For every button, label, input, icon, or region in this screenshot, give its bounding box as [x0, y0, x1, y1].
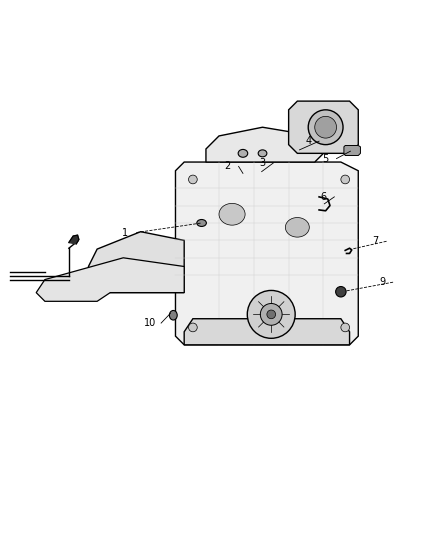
- Ellipse shape: [170, 310, 177, 320]
- Polygon shape: [289, 101, 358, 154]
- Circle shape: [260, 303, 282, 325]
- Text: 1: 1: [122, 228, 128, 238]
- Text: 9: 9: [379, 277, 385, 287]
- Circle shape: [247, 290, 295, 338]
- Ellipse shape: [286, 217, 309, 237]
- Polygon shape: [206, 127, 323, 162]
- Ellipse shape: [258, 150, 267, 157]
- Text: 2: 2: [225, 161, 231, 172]
- Text: 10: 10: [144, 318, 156, 328]
- Circle shape: [336, 287, 346, 297]
- Polygon shape: [184, 319, 350, 345]
- Text: 3: 3: [259, 158, 265, 168]
- Circle shape: [341, 175, 350, 184]
- Circle shape: [267, 310, 276, 319]
- Polygon shape: [88, 232, 184, 293]
- Text: 5: 5: [322, 154, 329, 164]
- Circle shape: [188, 175, 197, 184]
- Polygon shape: [344, 146, 360, 156]
- Polygon shape: [36, 258, 184, 301]
- Circle shape: [188, 323, 197, 332]
- Text: 6: 6: [320, 192, 326, 202]
- Polygon shape: [69, 235, 79, 244]
- Circle shape: [308, 110, 343, 144]
- Text: 4: 4: [305, 136, 311, 146]
- Text: 7: 7: [373, 236, 379, 246]
- Circle shape: [315, 116, 336, 138]
- Ellipse shape: [219, 204, 245, 225]
- Polygon shape: [176, 162, 358, 345]
- Ellipse shape: [197, 220, 206, 227]
- Circle shape: [341, 323, 350, 332]
- Ellipse shape: [238, 149, 248, 157]
